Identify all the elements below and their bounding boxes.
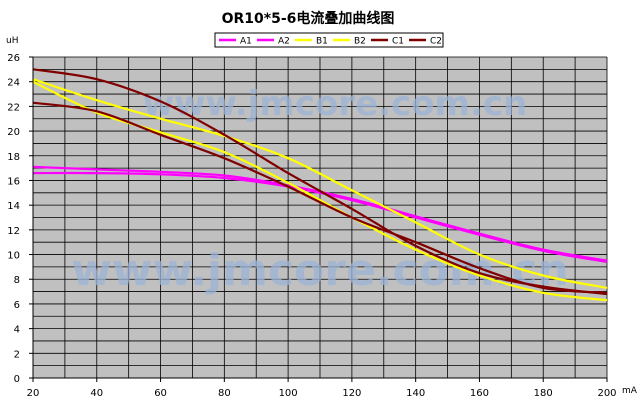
legend-label-c1: C1 <box>392 37 404 47</box>
y-tick-label: 4 <box>14 325 20 336</box>
x-tick-label: 80 <box>218 388 231 399</box>
legend-label-b1: B1 <box>316 37 328 47</box>
legend: A1 A2 B1 B2 C1 C2 <box>214 32 444 48</box>
x-tick-label: 120 <box>342 388 361 399</box>
y-tick-label: 14 <box>7 201 20 212</box>
y-tick-label: 18 <box>7 152 20 163</box>
series-line-b1 <box>32 78 608 289</box>
series-lines <box>32 68 608 302</box>
y-tick-label: 22 <box>7 102 20 113</box>
y-axis-unit: uH <box>6 36 18 46</box>
y-tick-label: 24 <box>7 78 20 89</box>
legend-label-a2: A2 <box>278 37 290 47</box>
y-tick-label: 12 <box>7 226 20 237</box>
y-tick-label: 26 <box>7 53 20 64</box>
x-tick-label: 180 <box>534 388 553 399</box>
y-tick-label: 6 <box>14 300 20 311</box>
watermark-text: www.jmcore.com.cn <box>143 84 528 124</box>
legend-label-c2: C2 <box>430 37 442 47</box>
legend-label-b2: B2 <box>354 37 366 47</box>
x-tick-label: 60 <box>154 388 167 399</box>
series-line-a1 <box>32 165 608 262</box>
watermark-text: www.jmcore.com.cn <box>71 245 569 296</box>
legend-box <box>214 32 444 48</box>
legend-label-a1: A1 <box>240 37 252 47</box>
x-tick-label: 200 <box>597 388 616 399</box>
y-tick-label: 10 <box>7 251 20 262</box>
x-tick-label: 40 <box>90 388 103 399</box>
y-tick-label: 16 <box>7 176 20 187</box>
series-line-c1 <box>32 68 608 296</box>
y-tick-label: 2 <box>14 349 20 360</box>
chart-title: OR10*5-6电流叠加曲线图 <box>222 10 395 27</box>
x-tick-label: 160 <box>470 388 489 399</box>
y-tick-label: 20 <box>7 127 20 138</box>
x-axis-unit: mA <box>622 386 638 396</box>
x-tick-label: 140 <box>406 388 425 399</box>
x-tick-label: 20 <box>27 388 40 399</box>
series-line-a2 <box>32 171 608 263</box>
x-tick-label: 100 <box>279 388 298 399</box>
y-tick-label: 8 <box>14 275 20 286</box>
series-line-c2 <box>32 101 608 294</box>
y-tick-label: 0 <box>14 374 20 385</box>
